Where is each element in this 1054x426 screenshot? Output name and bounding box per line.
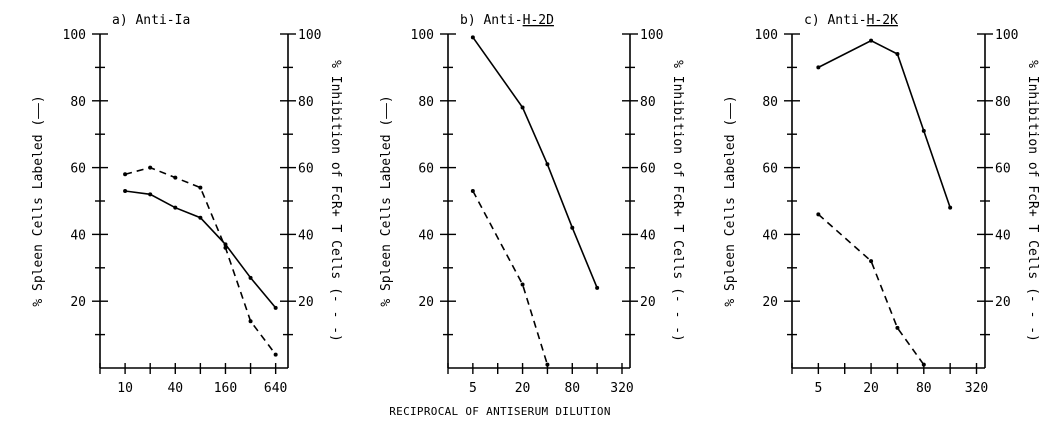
- right-y-tick-label: 40: [298, 228, 314, 243]
- x-tick-label: 5: [469, 381, 477, 396]
- solid-series-line: [472, 36, 598, 289]
- x-tick-label: 80: [916, 381, 932, 396]
- right-y-tick-label: 100: [995, 28, 1018, 43]
- left-y-tick-label: 20: [418, 295, 434, 310]
- shared-x-axis-title: RECIPROCAL OF ANTISERUM DILUTION: [389, 405, 611, 418]
- solid-data-point: [895, 52, 900, 57]
- dashed-data-point: [520, 282, 525, 287]
- solid-data-point: [869, 38, 874, 43]
- solid-data-point: [545, 162, 550, 167]
- dashed-data-point: [273, 352, 278, 357]
- dashed-data-point: [173, 175, 178, 180]
- left-y-tick-label: 80: [762, 95, 778, 110]
- panel-label-antigen: H-2K: [867, 13, 898, 28]
- solid-series-line: [818, 39, 951, 208]
- solid-data-point: [595, 285, 600, 290]
- solid-data-point: [248, 275, 253, 280]
- solid-data-point: [273, 305, 278, 310]
- x-tick-label: 320: [965, 381, 988, 396]
- right-y-tick-label: 80: [298, 95, 314, 110]
- right-y-tick-label: 20: [298, 295, 314, 310]
- x-tick-label: 80: [564, 381, 580, 396]
- x-tick-label: 5: [814, 381, 822, 396]
- panel-label-prefix: b) Anti-: [460, 13, 523, 28]
- right-y-tick-label: 60: [298, 162, 314, 177]
- left-y-axis-title: % Spleen Cells Labeled (——): [31, 95, 46, 306]
- x-tick-label: 160: [214, 381, 237, 396]
- solid-data-point: [921, 128, 926, 133]
- solid-data-point: [470, 35, 475, 40]
- panel-label: b) Anti-H-2D: [460, 13, 554, 28]
- dashed-data-point: [470, 188, 475, 193]
- right-y-axis-title: % Inhibition of FcR+ T Cells (- - -): [670, 60, 685, 342]
- left-y-tick-label: 60: [762, 162, 778, 177]
- dashed-data-point: [545, 362, 550, 367]
- left-y-tick-label: 40: [70, 228, 86, 243]
- solid-data-point: [570, 225, 575, 230]
- panel-label: c) Anti-H-2K: [804, 13, 898, 28]
- x-tick-label: 20: [515, 381, 531, 396]
- left-y-tick-label: 60: [418, 162, 434, 177]
- dashed-data-point: [248, 319, 253, 324]
- solid-data-point: [816, 65, 821, 70]
- chart-panel-3: 20 20 40 40 60 60 80 80 100 100 5 20 80 320 c) Anti-H-…: [723, 13, 1040, 396]
- left-y-tick-label: 80: [418, 95, 434, 110]
- dashed-data-point: [869, 259, 874, 264]
- x-tick-label: 40: [167, 381, 183, 396]
- dashed-data-point: [921, 362, 926, 367]
- solid-data-point: [198, 215, 203, 220]
- solid-data-point: [948, 205, 953, 210]
- dashed-data-point: [895, 325, 900, 330]
- panel-label: a) Anti-Ia: [112, 13, 190, 28]
- left-y-tick-label: 20: [70, 295, 86, 310]
- left-y-tick-label: 100: [411, 28, 434, 43]
- x-tick-label: 20: [863, 381, 879, 396]
- right-y-axis-title: % Inhibition of FcR+ T Cells (- - -): [328, 60, 343, 342]
- dashed-data-point: [816, 212, 821, 217]
- right-y-tick-label: 80: [640, 95, 656, 110]
- right-y-tick-label: 40: [640, 228, 656, 243]
- x-tick-label: 640: [264, 381, 287, 396]
- dashed-data-point: [223, 245, 228, 250]
- right-y-tick-label: 20: [640, 295, 656, 310]
- right-y-tick-label: 80: [995, 95, 1011, 110]
- dashed-data-point: [148, 165, 153, 170]
- right-y-tick-label: 20: [995, 295, 1011, 310]
- panel-label-antigen: H-2D: [523, 13, 554, 28]
- x-tick-label: 10: [117, 381, 133, 396]
- solid-data-point: [520, 105, 525, 110]
- right-y-tick-label: 60: [995, 162, 1011, 177]
- left-y-axis-title: % Spleen Cells Labeled (——): [723, 95, 738, 306]
- left-y-tick-label: 60: [70, 162, 86, 177]
- panel-label-prefix: c) Anti-: [804, 13, 867, 28]
- left-y-tick-label: 40: [762, 228, 778, 243]
- right-y-tick-label: 100: [640, 28, 663, 43]
- solid-data-point: [123, 188, 128, 193]
- right-y-tick-label: 100: [298, 28, 321, 43]
- x-tick-label: 320: [610, 381, 633, 396]
- dashed-series-line: [124, 166, 277, 356]
- solid-data-point: [173, 205, 178, 210]
- left-y-tick-label: 80: [70, 95, 86, 110]
- solid-data-point: [148, 192, 153, 197]
- chart-panel-1: 20 20 40 40 60 60 80 80 100 100 10 40 160 640 a) Anti-…: [31, 13, 343, 396]
- left-y-axis-title: % Spleen Cells Labeled (——): [379, 95, 394, 306]
- dashed-series-line: [817, 213, 925, 366]
- left-y-tick-label: 100: [755, 28, 778, 43]
- left-y-tick-label: 40: [418, 228, 434, 243]
- dashed-data-point: [123, 172, 128, 177]
- dashed-data-point: [198, 185, 203, 190]
- solid-series-line: [124, 190, 277, 309]
- left-y-tick-label: 100: [63, 28, 86, 43]
- right-y-tick-label: 40: [995, 228, 1011, 243]
- right-y-axis-title: % Inhibition of FcR+ T Cells (- - -): [1025, 60, 1040, 342]
- dashed-series-line: [472, 190, 549, 365]
- chart-panel-2: 20 20 40 40 60 60 80 80 100 100 5 20 80 320 b) Anti-H-…: [379, 13, 685, 396]
- solid-data-point: [223, 242, 228, 247]
- left-y-tick-label: 20: [762, 295, 778, 310]
- right-y-tick-label: 60: [640, 162, 656, 177]
